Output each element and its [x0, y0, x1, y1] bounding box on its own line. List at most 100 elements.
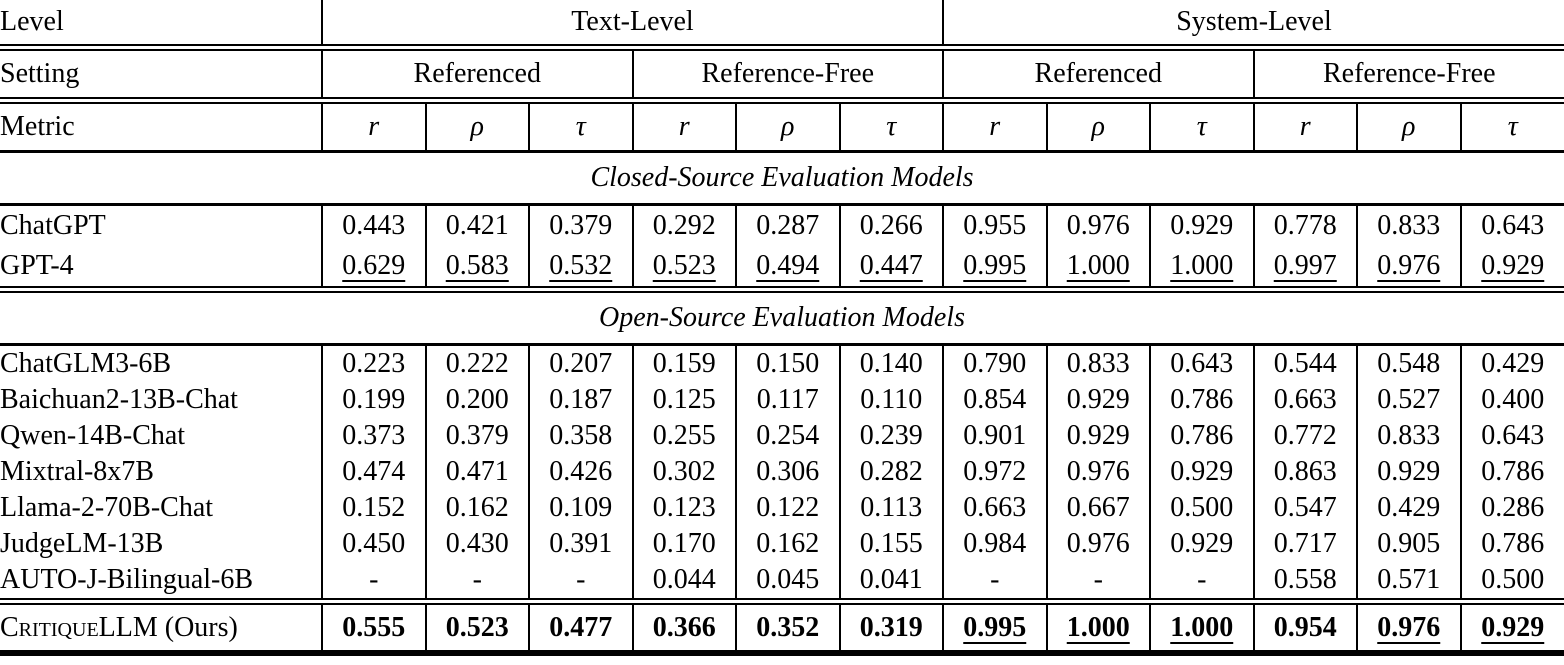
- metric-value: 0.995: [942, 246, 1047, 293]
- metric-value: 0.527: [1356, 382, 1461, 418]
- metric-value: 0.494: [735, 246, 840, 293]
- metric-value: 0.239: [838, 418, 943, 454]
- metric-value: 0.500: [1149, 490, 1254, 526]
- metric-value: 0.450: [321, 526, 426, 562]
- setting-referenced-text: Referenced: [321, 47, 633, 104]
- metric-value: 0.302: [631, 454, 736, 490]
- metric-value: 0.391: [528, 526, 633, 562]
- metric-value: 0.976: [1045, 526, 1150, 562]
- metric-value: 0.500: [1459, 562, 1564, 605]
- metric-value: 0.125: [631, 382, 736, 418]
- metric-value: 0.155: [838, 526, 943, 562]
- model-name: ChatGPT: [0, 210, 106, 241]
- metric-value: 0.150: [735, 344, 840, 382]
- table-body: Closed-Source Evaluation Models ChatGPT 0.…: [0, 151, 1564, 656]
- metric-value: 0.426: [528, 454, 633, 490]
- level-header-row: Level Text-Level System-Level: [0, 0, 1564, 51]
- metric-value: 0.667: [1045, 490, 1150, 526]
- table-row: Llama-2-70B-Chat 0.152 0.162 0.109 0.123 0.12…: [0, 490, 1564, 526]
- metric-value: 0.976: [1045, 454, 1150, 490]
- metric-value: -: [528, 562, 633, 605]
- metric-value: 0.833: [1356, 418, 1461, 454]
- metric-value: -: [424, 562, 529, 605]
- metric-value: 0.222: [424, 344, 529, 382]
- metric-value: 0.929: [1045, 418, 1150, 454]
- metric-value: 0.929: [1356, 454, 1461, 490]
- metric-value: 0.523: [424, 601, 529, 656]
- metric-symbol: ρ: [424, 100, 529, 153]
- metric-value: 0.170: [631, 526, 736, 562]
- metric-header-row: Metric r ρ τ r ρ τ r ρ τ r ρ τ: [0, 100, 1564, 153]
- metric-value: 0.786: [1149, 382, 1254, 418]
- metric-symbol: r: [321, 100, 426, 153]
- metric-value: 0.929: [1149, 204, 1254, 246]
- metric-value: 0.379: [528, 204, 633, 246]
- metric-value: 0.972: [942, 454, 1047, 490]
- metric-symbol: τ: [1149, 100, 1254, 153]
- model-name: Llama-2-70B-Chat: [0, 492, 214, 523]
- metric-symbol: r: [631, 100, 736, 153]
- metric-value: 0.629: [321, 246, 426, 293]
- metric-value: 0.477: [528, 601, 633, 656]
- model-name: JudgeLM-13B: [0, 528, 164, 559]
- metric-value: 0.929: [1045, 382, 1150, 418]
- metric-value: 1.000: [1045, 246, 1150, 293]
- metric-value: 1.000: [1045, 601, 1150, 656]
- metric-value: 0.901: [942, 418, 1047, 454]
- metric-value: 0.976: [1356, 246, 1461, 293]
- metric-symbol: τ: [838, 100, 943, 153]
- metric-value: 0.287: [735, 204, 840, 246]
- setting-header-row: Setting Referenced Reference-Free Refere…: [0, 47, 1564, 104]
- metric-value: 0.929: [1149, 526, 1254, 562]
- metric-value: 0.976: [1356, 601, 1461, 656]
- metric-value: 0.544: [1252, 344, 1357, 382]
- metric-value: 0.045: [735, 562, 840, 605]
- table-row: Baichuan2-13B-Chat 0.199 0.200 0.187 0.125 0.…: [0, 382, 1564, 418]
- metric-value: 0.379: [424, 418, 529, 454]
- metric-value: 0.663: [942, 490, 1047, 526]
- metric-value: 0.929: [1459, 246, 1564, 293]
- metric-value: 0.663: [1252, 382, 1357, 418]
- metric-value: 0.199: [321, 382, 426, 418]
- metric-value: 0.854: [942, 382, 1047, 418]
- setting-reference-free-system: Reference-Free: [1252, 47, 1564, 104]
- metric-value: 0.113: [838, 490, 943, 526]
- metric-value: 0.319: [838, 601, 943, 656]
- metric-value: 0.430: [424, 526, 529, 562]
- metric-value: 0.643: [1459, 204, 1564, 246]
- metric-value: 0.778: [1252, 204, 1357, 246]
- setting-reference-free-text: Reference-Free: [631, 47, 943, 104]
- metric-value: 0.863: [1252, 454, 1357, 490]
- metric-value: 0.352: [735, 601, 840, 656]
- metric-value: 0.786: [1149, 418, 1254, 454]
- metric-symbol: ρ: [1045, 100, 1150, 153]
- metric-value: 0.929: [1149, 454, 1254, 490]
- metric-value: 0.109: [528, 490, 633, 526]
- metric-value: 0.358: [528, 418, 633, 454]
- metric-value: 1.000: [1149, 246, 1254, 293]
- metric-value: 0.790: [942, 344, 1047, 382]
- metric-value: 0.997: [1252, 246, 1357, 293]
- metric-value: 0.152: [321, 490, 426, 526]
- metric-value: 0.266: [838, 204, 943, 246]
- metric-value: 0.306: [735, 454, 840, 490]
- table-row: Qwen-14B-Chat 0.373 0.379 0.358 0.255 0.254 0.…: [0, 418, 1564, 454]
- metric-value: 0.254: [735, 418, 840, 454]
- model-name: Qwen-14B-Chat: [0, 420, 186, 451]
- metric-value: 0.110: [838, 382, 943, 418]
- metric-value: 0.429: [1356, 490, 1461, 526]
- metric-value: 0.200: [424, 382, 529, 418]
- metric-value: 0.123: [631, 490, 736, 526]
- metric-value: 0.471: [424, 454, 529, 490]
- metric-value: 0.984: [942, 526, 1047, 562]
- section-title: Open-Source Evaluation Models: [0, 289, 1564, 346]
- section-title: Closed-Source Evaluation Models: [0, 151, 1564, 206]
- metric-value: -: [1149, 562, 1254, 605]
- table-row: Mixtral-8x7B 0.474 0.471 0.426 0.302 0.306 0.2…: [0, 454, 1564, 490]
- model-name: AUTO-J-Bilingual-6B: [0, 562, 322, 605]
- metric-value: 0.223: [321, 344, 426, 382]
- metric-value: 0.583: [424, 246, 529, 293]
- metric-value: 0.292: [631, 204, 736, 246]
